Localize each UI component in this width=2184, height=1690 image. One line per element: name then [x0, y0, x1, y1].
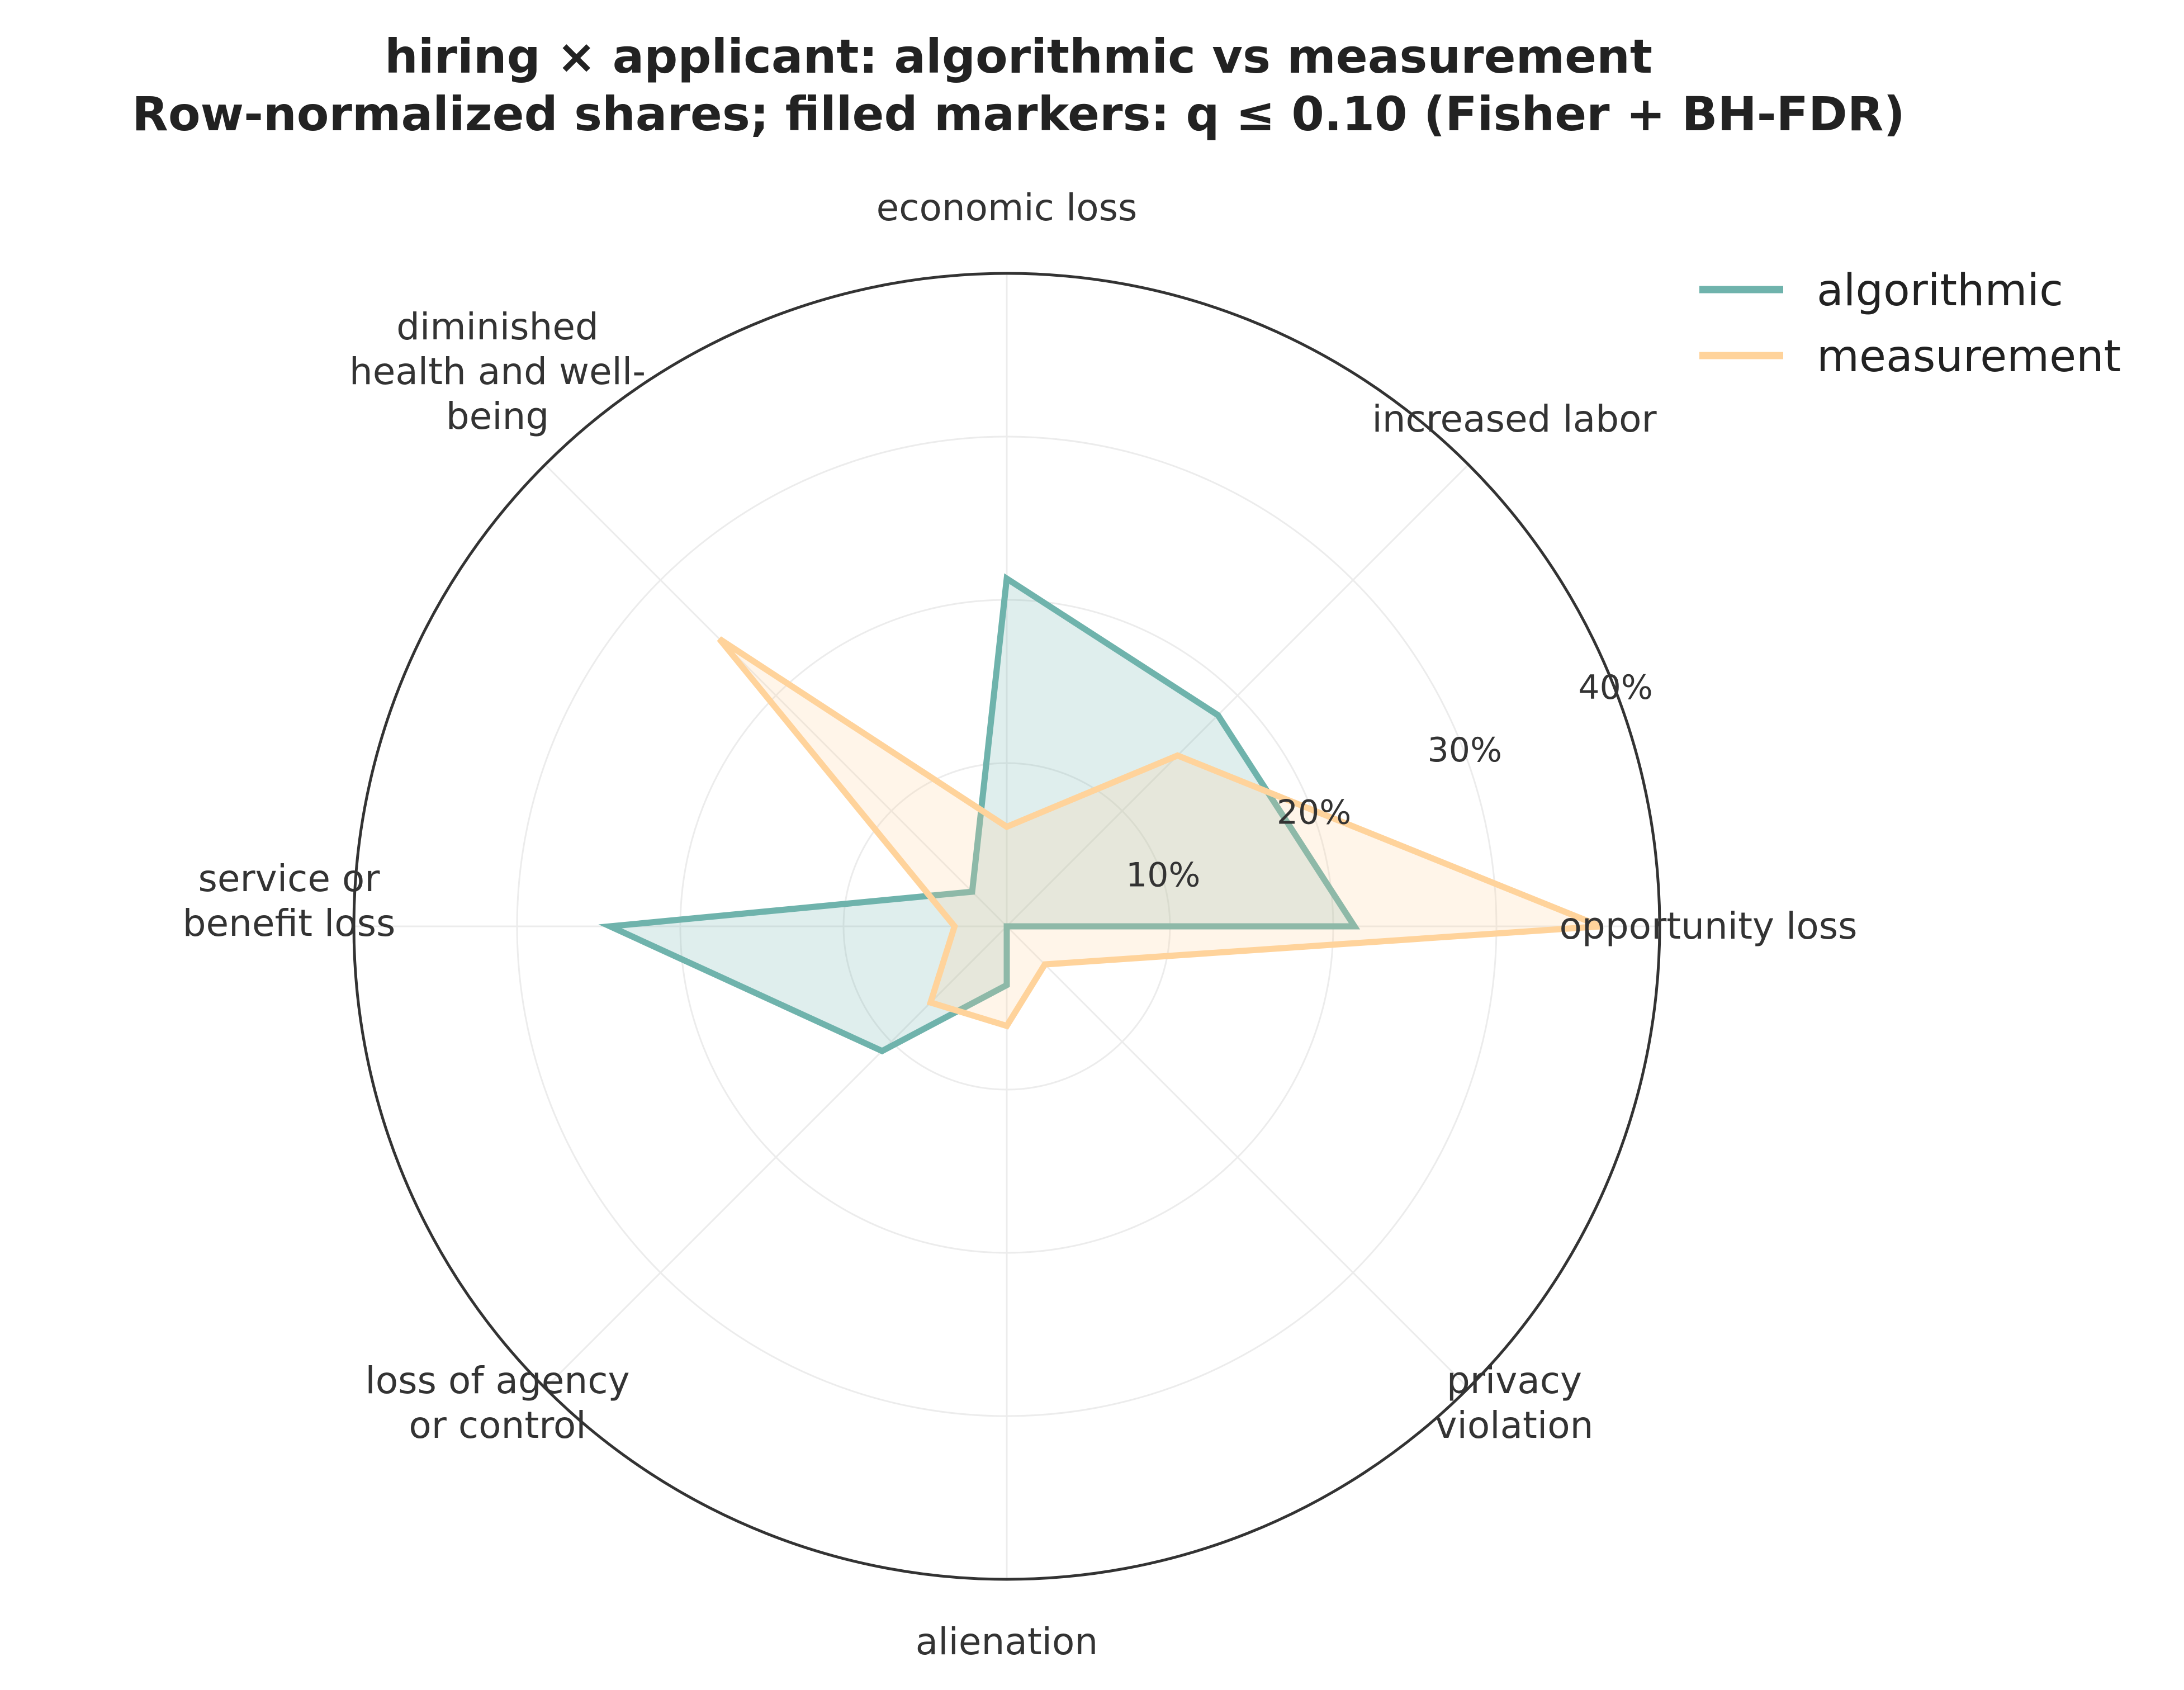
series-fill-measurement	[719, 638, 1601, 1026]
data-point-algorithmic-6	[1006, 984, 1007, 986]
data-point-measurement-5	[930, 1002, 931, 1003]
data-point-measurement-0	[1600, 926, 1602, 927]
axis-label-3: diminished health and well-being	[349, 305, 646, 438]
axis-label-2: economic loss	[877, 186, 1138, 229]
axis-label-0: opportunity loss	[1560, 905, 1858, 948]
grid-spoke-7	[1006, 925, 1469, 1389]
r-tick-label-40: 40%	[1578, 668, 1652, 707]
data-point-algorithmic-0	[1353, 926, 1355, 927]
data-point-measurement-7	[1044, 964, 1046, 965]
data-point-algorithmic-4	[609, 926, 611, 927]
data-point-algorithmic-5	[882, 1050, 883, 1052]
grid-spoke-1	[1006, 464, 1469, 927]
polar-frame	[352, 272, 1661, 1581]
axis-label-1: increased labor	[1372, 397, 1657, 441]
r-tick-label-10: 10%	[1126, 855, 1200, 894]
data-point-measurement-6	[1006, 1025, 1007, 1027]
data-point-measurement-2	[1006, 826, 1007, 827]
data-point-algorithmic-3	[972, 891, 973, 893]
data-point-measurement-1	[1177, 755, 1178, 756]
axis-label-5: loss of agency or control	[365, 1359, 629, 1447]
data-point-measurement-3	[718, 638, 720, 640]
r-tick-label-20: 20%	[1277, 793, 1351, 832]
legend-label-algorithmic: algorithmic	[1817, 266, 2063, 316]
axis-label-6: alienation	[916, 1620, 1098, 1663]
data-point-algorithmic-2	[1006, 578, 1007, 580]
axis-label-4: service or benefit loss	[183, 857, 396, 945]
data-point-algorithmic-1	[1217, 714, 1219, 716]
chart-subtitle: Row-normalized shares; filled markers: q…	[132, 87, 1905, 141]
chart-title: hiring × applicant: algorithmic vs measu…	[384, 29, 1653, 84]
r-tick-label-30: 30%	[1428, 731, 1502, 770]
axis-label-7: privacy violation	[1436, 1359, 1594, 1447]
data-point-measurement-4	[954, 926, 955, 927]
legend-label-measurement: measurement	[1817, 332, 2121, 382]
grid-spoke-3	[544, 464, 1008, 927]
data-point-algorithmic-7	[1006, 926, 1007, 927]
